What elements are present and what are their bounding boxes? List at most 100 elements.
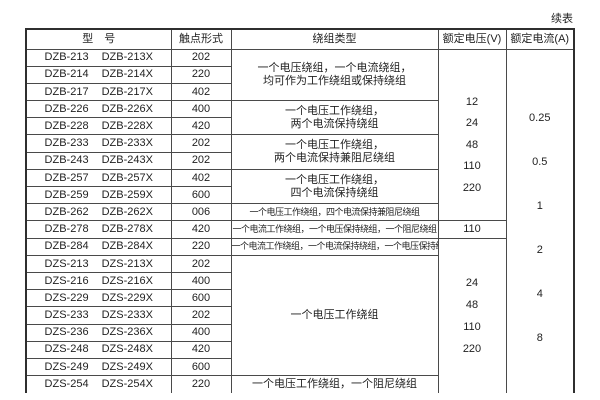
model-variant: DZB-228X bbox=[101, 120, 153, 133]
table-row: DZB-214 DZB-214X 220 bbox=[25, 65, 574, 84]
model-variant: DZB-278X bbox=[101, 223, 153, 236]
model-primary: DZS-213 bbox=[44, 257, 89, 270]
model-variant: DZS-216X bbox=[101, 274, 153, 287]
model-primary: DZB-243 bbox=[44, 154, 89, 167]
winding-type-cell: 一个电流工作绕组，一个电流保持绕组，一个电压保持绕组 bbox=[230, 237, 439, 256]
table-row: DZS-249 DZS-249X 600 bbox=[25, 357, 574, 377]
model-variant: DZB-213X bbox=[101, 51, 153, 64]
contact-form-cell: 202 bbox=[170, 306, 232, 325]
model-primary: DZS-233 bbox=[44, 309, 89, 322]
contact-form-cell: 220 bbox=[170, 237, 232, 256]
rated-voltage-cell: 24 48 110 220 bbox=[437, 237, 507, 393]
model-primary: DZB-284 bbox=[44, 240, 89, 253]
model-variant: DZB-243X bbox=[101, 154, 153, 167]
model-primary: DZB-217 bbox=[44, 85, 89, 98]
contact-form-cell: 420 bbox=[170, 117, 232, 136]
model-primary: DZS-254 bbox=[44, 378, 89, 391]
col-header-model: 型 号 bbox=[25, 28, 172, 50]
model-variant: DZB-262X bbox=[101, 205, 153, 218]
model-variant: DZB-217X bbox=[101, 85, 153, 98]
col-header-winding-type: 绕组类型 bbox=[230, 28, 439, 50]
model-cell: DZS-254 DZS-254X bbox=[25, 375, 172, 393]
table-row: DZB-262 DZB-262X 006 一个电压工作绕组，四个电流保持兼阻尼绕组 bbox=[25, 203, 574, 222]
model-cell: DZB-228 DZB-228X bbox=[25, 117, 172, 136]
table-row: DZB-257 DZB-257X 402 一个电压工作绕组， 四个电流保持绕组 bbox=[25, 168, 574, 205]
winding-type-cell: 一个电压工作绕组，四个电流保持兼阻尼绕组 bbox=[230, 203, 439, 222]
model-cell: DZB-243 DZB-243X bbox=[25, 151, 172, 170]
model-cell: DZB-278 DZB-278X bbox=[25, 220, 172, 239]
model-variant: DZB-284X bbox=[101, 240, 153, 253]
model-cell: DZS-236 DZS-236X bbox=[25, 323, 172, 342]
contact-form-cell: 420 bbox=[170, 340, 232, 359]
contact-form-cell: 202 bbox=[170, 254, 232, 273]
contact-form-cell: 402 bbox=[170, 82, 232, 102]
contact-form-cell: 220 bbox=[170, 65, 232, 84]
model-variant: DZS-248X bbox=[101, 343, 153, 356]
table-row: DZB-233 DZB-233X 202 一个电压工作绕组， 两个电流保持兼阻尼绕… bbox=[25, 134, 574, 170]
contact-form-cell: 600 bbox=[170, 289, 232, 308]
model-variant: DZB-214X bbox=[101, 68, 153, 81]
rated-voltage-cell: 12 24 48 110 220 bbox=[437, 48, 507, 222]
contact-form-cell: 220 bbox=[170, 375, 232, 393]
table-row: DZB-278 DZB-278X 420 一个电流工作绕组，一个电压保持绕组，一个… bbox=[25, 220, 574, 239]
contact-form-cell: 202 bbox=[170, 134, 232, 153]
model-primary: DZS-229 bbox=[44, 291, 89, 304]
winding-type-cell: 一个电压工作绕组， 四个电流保持绕组 bbox=[230, 168, 439, 205]
contact-form-cell: 402 bbox=[170, 168, 232, 188]
contact-form-cell: 202 bbox=[170, 48, 232, 67]
model-variant: DZB-257X bbox=[101, 171, 153, 184]
rated-current-cell: 0.25 0.5 1 2 4 8 bbox=[505, 48, 575, 393]
model-primary: DZS-249 bbox=[44, 360, 89, 373]
table-row: DZB-217 DZB-217X 402 bbox=[25, 82, 574, 102]
winding-type-cell: 一个电压工作绕组， 两个电流保持兼阻尼绕组 bbox=[230, 134, 439, 170]
model-variant: DZS-254X bbox=[101, 378, 153, 391]
model-variant: DZB-233X bbox=[101, 137, 153, 150]
contact-form-cell: 600 bbox=[170, 185, 232, 205]
model-cell: DZB-257 DZB-257X bbox=[25, 168, 172, 188]
model-cell: DZB-233 DZB-233X bbox=[25, 134, 172, 153]
model-cell: DZB-262 DZB-262X bbox=[25, 203, 172, 222]
col-header-rated-current: 额定电流(A) bbox=[505, 28, 575, 50]
model-cell: DZB-214 DZB-214X bbox=[25, 65, 172, 84]
contact-form-cell: 400 bbox=[170, 100, 232, 119]
winding-type-cell: 一个电压工作绕组，一个阻尼绕组 bbox=[230, 375, 439, 393]
continued-table-label: 续表 bbox=[551, 13, 573, 25]
model-variant: DZS-213X bbox=[101, 257, 153, 270]
table-row: DZS-213 DZS-213X 202 一个电压工作绕组 bbox=[25, 254, 574, 377]
model-variant: DZB-259X bbox=[101, 188, 153, 201]
model-primary: DZS-216 bbox=[44, 274, 89, 287]
model-primary: DZB-214 bbox=[44, 68, 89, 81]
model-cell: DZS-213 DZS-213X bbox=[25, 254, 172, 273]
table-row: DZB-213 DZB-213X 202 一个电压绕组，一个电流绕组， 均可作为工… bbox=[25, 48, 575, 393]
model-primary: DZB-228 bbox=[44, 120, 89, 133]
model-variant: DZB-226X bbox=[101, 102, 153, 115]
contact-form-cell: 400 bbox=[170, 271, 232, 291]
model-variant: DZS-249X bbox=[101, 360, 153, 373]
table-row: DZS-248 DZS-248X 420 bbox=[25, 340, 574, 359]
model-primary: DZS-236 bbox=[44, 326, 89, 339]
model-variant: DZS-229X bbox=[101, 291, 153, 304]
model-cell: DZB-226 DZB-226X bbox=[25, 100, 172, 119]
model-cell: DZB-259 DZB-259X bbox=[25, 185, 172, 205]
model-primary: DZB-257 bbox=[44, 171, 89, 184]
model-cell: DZB-217 DZB-217X bbox=[25, 82, 172, 102]
model-cell: DZB-213 DZB-213X bbox=[25, 48, 172, 67]
contact-form-cell: 420 bbox=[170, 220, 232, 239]
table-row: DZS-216 DZS-216X 400 bbox=[25, 271, 574, 291]
winding-type-cell: 一个电压工作绕组 bbox=[230, 254, 439, 377]
model-primary: DZB-278 bbox=[44, 223, 89, 236]
model-primary: DZS-248 bbox=[44, 343, 89, 356]
model-primary: DZB-213 bbox=[44, 51, 89, 64]
contact-form-cell: 600 bbox=[170, 357, 232, 377]
col-header-rated-voltage: 额定电压(V) bbox=[437, 28, 507, 50]
model-cell: DZS-233 DZS-233X bbox=[25, 306, 172, 325]
table-row: DZB-259 DZB-259X 600 bbox=[25, 185, 574, 205]
model-primary: DZB-233 bbox=[44, 137, 89, 150]
model-primary: DZB-226 bbox=[44, 102, 89, 115]
col-header-contact-form: 触点形式 bbox=[170, 28, 232, 50]
relay-spec-table: 型 号 触点形式 绕组类型 额定电压(V) 额定电流(A) DZB-213 DZB… bbox=[25, 28, 575, 393]
table-row: DZS-236 DZS-236X 400 bbox=[25, 323, 574, 342]
winding-type-cell: 一个电压绕组，一个电流绕组， 均可作为工作绕组或保持绕组 bbox=[230, 48, 439, 102]
contact-form-cell: 006 bbox=[170, 203, 232, 222]
